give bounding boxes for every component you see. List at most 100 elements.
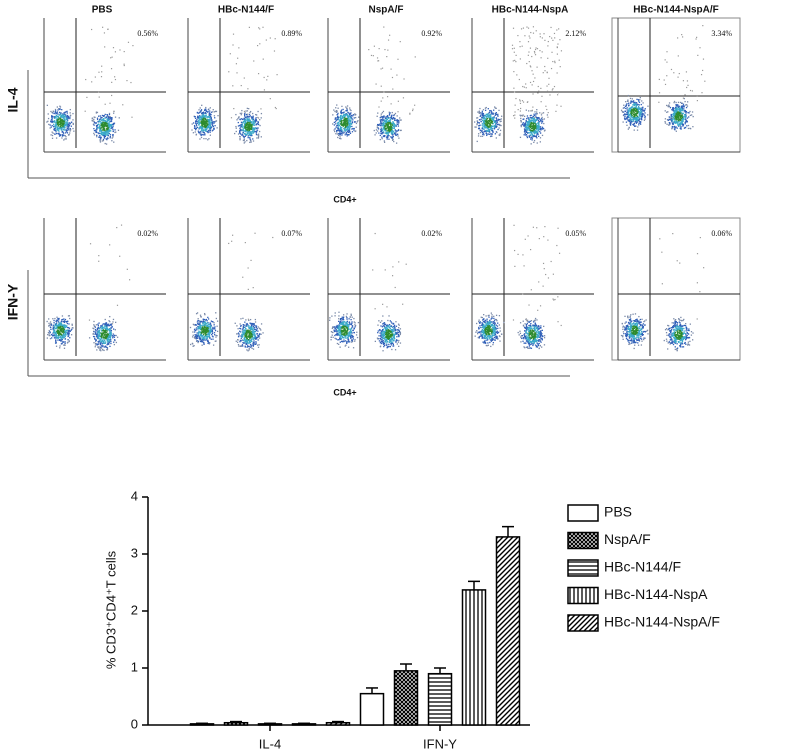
- event-dot: [249, 139, 252, 141]
- event-dot: [677, 37, 679, 39]
- event-dot: [534, 125, 536, 127]
- event-dot: [394, 123, 396, 126]
- event-dot: [208, 124, 210, 126]
- event-dot: [204, 122, 206, 124]
- event-dot: [192, 132, 195, 134]
- event-dot: [339, 116, 341, 118]
- event-dot: [57, 332, 59, 334]
- event-dot: [104, 327, 106, 329]
- event-dot: [533, 126, 535, 128]
- event-dot: [540, 114, 543, 116]
- event-dot: [636, 107, 638, 109]
- event-dot: [235, 125, 237, 128]
- event-dot: [61, 324, 64, 326]
- event-dot: [343, 113, 345, 115]
- event-dot: [200, 126, 202, 128]
- event-dot: [490, 114, 492, 116]
- event-dot: [194, 122, 197, 124]
- event-dot: [666, 111, 668, 113]
- event-dot: [380, 121, 382, 124]
- event-dot: [347, 122, 349, 124]
- event-dot: [245, 119, 247, 121]
- event-dot: [402, 97, 405, 99]
- event-dot: [208, 343, 210, 345]
- event-dot: [682, 124, 684, 127]
- event-dot: [62, 133, 65, 135]
- event-dot: [491, 125, 493, 127]
- panel-title: HBc-N144-NspA/F: [633, 5, 719, 16]
- event-dot: [387, 49, 389, 51]
- event-dot: [97, 323, 99, 325]
- event-dot: [107, 123, 110, 125]
- event-dot: [489, 116, 492, 119]
- event-dot: [55, 131, 57, 133]
- event-dot: [91, 120, 93, 122]
- event-dot: [499, 133, 501, 135]
- event-dot: [55, 124, 57, 126]
- event-dot: [679, 108, 682, 111]
- event-dot: [195, 335, 197, 337]
- event-dot: [535, 113, 537, 115]
- event-dot: [97, 341, 99, 343]
- event-dot: [631, 114, 633, 117]
- event-dot: [521, 100, 524, 102]
- event-dot: [483, 124, 485, 127]
- event-dot: [58, 133, 60, 135]
- event-dot: [56, 327, 59, 329]
- event-dot: [390, 68, 392, 70]
- event-dot: [206, 330, 208, 332]
- event-dot: [680, 108, 682, 110]
- event-dot: [109, 323, 111, 326]
- event-dot: [483, 120, 485, 122]
- event-dot: [246, 110, 249, 112]
- event-dot: [532, 127, 534, 129]
- event-dot: [108, 332, 110, 334]
- event-dot: [51, 116, 53, 118]
- event-dot: [88, 319, 91, 321]
- event-dot: [244, 133, 247, 136]
- event-dot: [530, 131, 532, 133]
- event-dot: [536, 126, 539, 128]
- event-dot: [687, 127, 690, 130]
- event-dot: [205, 130, 207, 132]
- event-dot: [243, 139, 245, 141]
- event-dot: [488, 133, 491, 135]
- event-dot: [390, 103, 392, 105]
- event-dot: [388, 122, 391, 124]
- event-dot: [96, 131, 98, 134]
- event-dot: [526, 117, 528, 120]
- event-dot: [198, 337, 201, 339]
- event-dot: [107, 324, 109, 326]
- event-dot: [643, 109, 646, 111]
- event-dot: [191, 129, 193, 131]
- event-dot: [248, 134, 250, 137]
- event-dot: [252, 124, 254, 126]
- event-dot: [334, 117, 337, 119]
- event-dot: [352, 119, 354, 121]
- event-dot: [230, 117, 233, 119]
- event-dot: [339, 131, 341, 133]
- event-dot: [64, 330, 66, 332]
- event-dot: [349, 107, 351, 109]
- event-dot: [512, 27, 515, 29]
- event-dot: [245, 126, 248, 129]
- event-dot: [344, 121, 346, 124]
- event-dot: [641, 108, 643, 111]
- event-dot: [238, 130, 241, 132]
- quadrant-percentage: 0.89%: [281, 29, 302, 38]
- event-dot: [341, 117, 343, 120]
- event-dot: [635, 122, 638, 124]
- event-dot: [197, 116, 200, 118]
- event-dot: [636, 115, 638, 117]
- event-dot: [200, 120, 203, 122]
- event-dot: [204, 128, 206, 130]
- event-dot: [376, 57, 379, 59]
- event-dot: [630, 113, 632, 115]
- event-dot: [65, 331, 67, 333]
- event-dot: [112, 134, 114, 136]
- event-dot: [202, 115, 204, 118]
- event-dot: [687, 84, 689, 86]
- event-dot: [542, 127, 545, 130]
- event-dot: [672, 123, 674, 125]
- event-dot: [340, 120, 343, 122]
